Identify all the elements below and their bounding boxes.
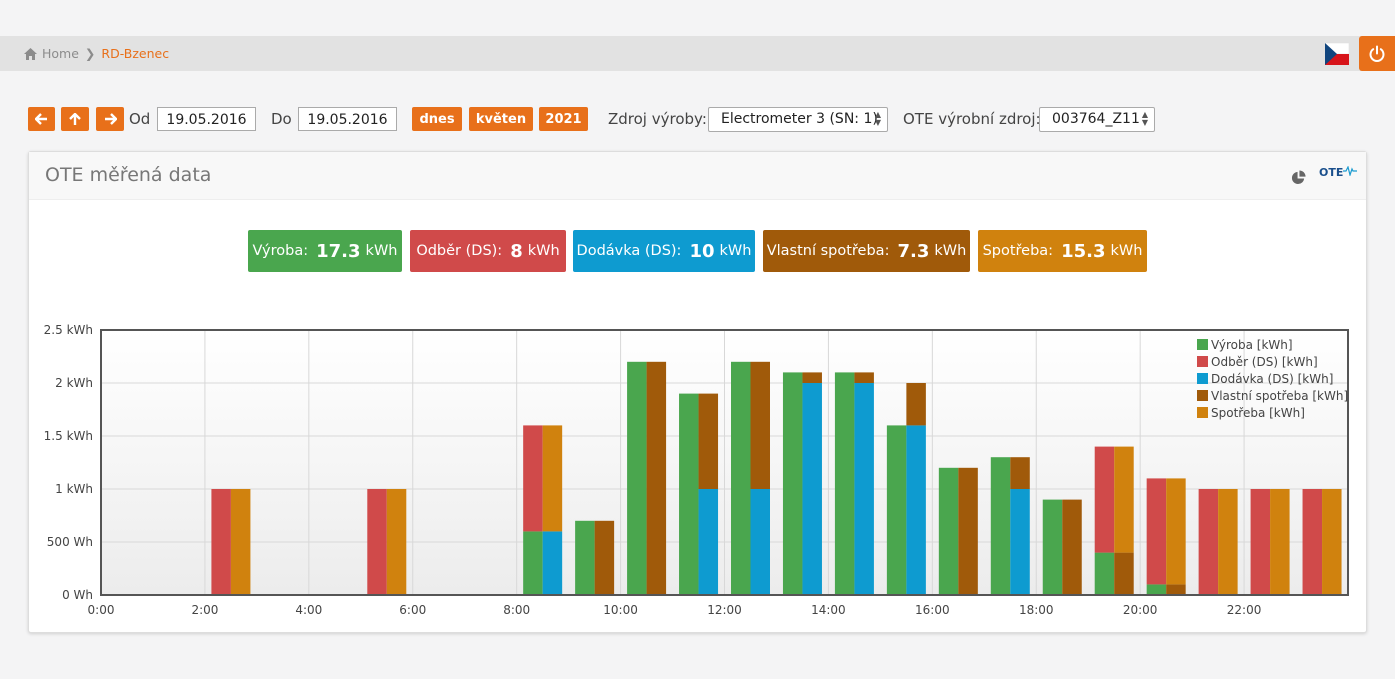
stat-spotreba: Spotřeba: 15.3 kWh [978, 230, 1147, 272]
stat-vyroba: Výroba: 17.3 kWh [248, 230, 402, 272]
arrow-up-icon [69, 112, 81, 125]
pie-chart-icon[interactable] [1291, 170, 1306, 185]
do-date-input[interactable]: 19.05.2016 [298, 107, 397, 131]
panel-header: OTE měřená data OTE [29, 152, 1366, 200]
year-button[interactable]: 2021 [539, 107, 588, 131]
top-bar: Home ❯ RD-Bzenec [0, 36, 1395, 71]
breadcrumb-current[interactable]: RD-Bzenec [101, 46, 170, 61]
prev-button[interactable] [28, 107, 55, 131]
source-select[interactable]: Electrometer 3 (SN: 1) ▲ ▼ [708, 107, 888, 132]
ote-logo: OTE [1319, 165, 1358, 179]
source-select-value: Electrometer 3 (SN: 1) [721, 111, 878, 127]
breadcrumb: Home ❯ RD-Bzenec [24, 36, 169, 71]
stat-value: 17.3 [316, 240, 361, 262]
ote-source-label: OTE výrobní zdroj: [903, 110, 1041, 128]
stat-unit: kWh [365, 243, 398, 259]
breadcrumb-home[interactable]: Home [42, 46, 79, 61]
stat-label: Odběr (DS): [416, 243, 503, 259]
ote-source-select-value: 003764_Z11 [1052, 111, 1140, 127]
select-arrows-icon: ▲ ▼ [1141, 110, 1148, 127]
today-button[interactable]: dnes [412, 107, 462, 131]
stat-odber: Odběr (DS): 8 kWh [410, 230, 566, 272]
power-button[interactable] [1359, 36, 1395, 71]
power-icon [1369, 45, 1385, 62]
select-arrows-icon: ▲ ▼ [874, 110, 881, 127]
stat-label: Výroba: [252, 243, 309, 259]
ote-wave-icon [1343, 165, 1358, 178]
panel-title: OTE měřená data [45, 164, 212, 186]
stat-dodavka: Dodávka (DS): 10 kWh [573, 230, 755, 272]
arrow-left-icon [35, 113, 47, 125]
stat-value: 15.3 [1061, 240, 1106, 262]
stat-value: 7.3 [897, 240, 930, 262]
ote-panel: OTE měřená data OTE Výroba: 17.3 kWh Odběr… [28, 151, 1367, 633]
stat-label: Vlastní spotřeba: [766, 243, 890, 259]
stat-label: Spotřeba: [982, 243, 1054, 259]
ote-logo-text: OTE [1319, 166, 1344, 179]
next-button[interactable] [96, 107, 124, 131]
stat-value: 10 [689, 240, 715, 262]
arrow-right-icon [104, 113, 117, 125]
czech-flag-icon[interactable] [1325, 42, 1349, 66]
stat-unit: kWh [934, 243, 967, 259]
ote-source-select[interactable]: 003764_Z11 ▲ ▼ [1039, 107, 1155, 132]
home-icon [24, 47, 37, 60]
up-button[interactable] [61, 107, 89, 131]
od-date-input[interactable]: 19.05.2016 [157, 107, 256, 131]
stat-label: Dodávka (DS): [576, 243, 682, 259]
source-label: Zdroj výroby: [608, 110, 707, 128]
stat-unit: kWh [527, 243, 560, 259]
month-button[interactable]: květen [469, 107, 533, 131]
chevron-right-icon: ❯ [84, 46, 96, 61]
do-label: Do [271, 110, 292, 128]
stat-unit: kWh [719, 243, 752, 259]
od-label: Od [129, 110, 151, 128]
stat-unit: kWh [1110, 243, 1143, 259]
stat-vlastni-spotreba: Vlastní spotřeba: 7.3 kWh [763, 230, 970, 272]
stat-value: 8 [510, 240, 523, 262]
